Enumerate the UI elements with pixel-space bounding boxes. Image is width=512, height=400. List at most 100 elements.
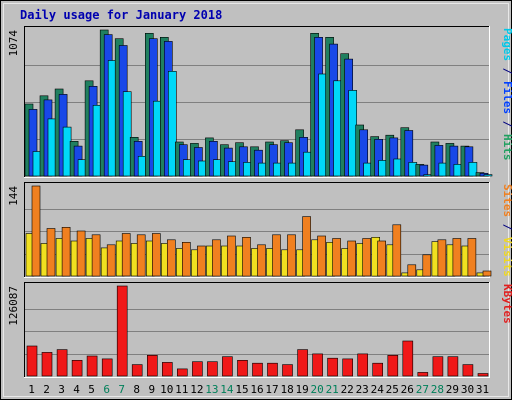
bar-kbytes-day-31 — [477, 373, 489, 377]
bar-sites-day-12 — [197, 245, 206, 277]
bar-kbytes-day-4 — [71, 359, 83, 377]
bar-kbytes-day-16 — [252, 362, 263, 377]
x-label-day-1: 1 — [28, 383, 35, 396]
bar-kbytes-day-11 — [177, 368, 188, 377]
x-axis-labels: 1 2 3 4 5 6 7 8 9 10 11 12 13 14 15 16 17 18 19 20 21 22 23 24 2… — [28, 383, 489, 396]
x-label-day-27: 27 — [416, 383, 429, 396]
x-label-day-7: 7 — [118, 383, 125, 396]
x-label-day-20: 20 — [310, 383, 323, 396]
bar-pages-day-21 — [333, 80, 342, 177]
bar-sites-day-24 — [377, 240, 387, 277]
bar-sites-day-25 — [392, 224, 402, 277]
x-label-day-19: 19 — [295, 383, 308, 396]
x-label-day-14: 14 — [220, 383, 234, 396]
bar-sites-day-16 — [257, 244, 266, 277]
x-label-day-16: 16 — [250, 383, 263, 396]
x-label-day-31: 31 — [476, 383, 489, 396]
legend-part: Files — [501, 81, 512, 114]
bar-kbytes-day-26 — [402, 340, 414, 377]
bar-kbytes-day-5 — [86, 355, 98, 377]
bar-sites-day-10 — [167, 239, 176, 277]
bar-kbytes-day-24 — [372, 362, 384, 377]
x-label-day-2: 2 — [43, 383, 50, 396]
bar-kbytes-day-13 — [207, 361, 218, 377]
x-label-day-25: 25 — [386, 383, 399, 396]
bar-kbytes-day-15 — [237, 359, 248, 377]
bar-sites-day-11 — [182, 242, 191, 277]
x-label-day-26: 26 — [401, 383, 414, 396]
bar-sites-day-31 — [482, 270, 492, 277]
x-label-day-15: 15 — [235, 383, 248, 396]
legend-part: Hits — [501, 134, 512, 161]
x-label-day-6: 6 — [103, 383, 110, 396]
bar-pages-day-8 — [137, 156, 147, 177]
bar-sites-day-6 — [106, 244, 116, 277]
bar-kbytes-day-25 — [387, 354, 399, 377]
bar-sites-day-29 — [452, 238, 462, 277]
y-max-label: 126087 — [7, 286, 20, 326]
legend-part: / — [501, 217, 512, 237]
x-label-day-12: 12 — [190, 383, 203, 396]
bar-kbytes-day-2 — [41, 352, 53, 377]
bar-sites-day-4 — [76, 230, 86, 277]
bar-pages-day-10 — [168, 71, 177, 177]
bar-pages-day-30 — [468, 162, 478, 177]
bar-pages-day-27 — [423, 174, 433, 177]
bar-sites-day-9 — [152, 233, 161, 277]
bar-kbytes-day-19 — [297, 349, 308, 377]
y-max-label: 1074 — [7, 30, 20, 57]
bar-kbytes-day-23 — [357, 353, 369, 377]
bar-kbytes-day-22 — [342, 358, 354, 377]
chart-title: Daily usage for January 2018 — [20, 8, 222, 22]
bar-sites-day-7 — [121, 233, 131, 277]
x-label-day-3: 3 — [58, 383, 65, 396]
bar-sites-day-21 — [332, 238, 341, 277]
y-max-label: 144 — [7, 186, 20, 206]
bar-sites-day-27 — [422, 254, 432, 277]
x-label-day-8: 8 — [133, 383, 140, 396]
x-label-day-4: 4 — [73, 383, 80, 396]
x-label-day-17: 17 — [265, 383, 278, 396]
x-label-day-21: 21 — [326, 383, 339, 396]
bar-kbytes-day-1 — [26, 345, 38, 377]
bar-sites-day-17 — [272, 234, 281, 277]
legend-part: Pages — [501, 28, 512, 61]
bar-sites-day-1 — [31, 185, 41, 277]
x-label-day-30: 30 — [461, 383, 474, 396]
series-legend-label: Pages / Files / Hits — [501, 28, 512, 161]
bar-sites-day-23 — [362, 238, 372, 277]
legend-part: / — [501, 61, 512, 81]
legend-part: KBytes — [501, 284, 512, 324]
bar-sites-day-2 — [46, 228, 56, 277]
bar-pages-day-18 — [288, 162, 297, 177]
x-label-day-22: 22 — [341, 383, 354, 396]
bar-pages-day-7 — [122, 91, 132, 177]
bar-sites-day-8 — [136, 234, 146, 277]
bar-sites-day-14 — [227, 235, 236, 277]
bar-kbytes-day-3 — [56, 349, 68, 377]
bar-sites-day-26 — [407, 264, 417, 277]
bar-kbytes-day-28 — [432, 356, 444, 377]
bar-kbytes-day-8 — [131, 364, 143, 377]
bar-kbytes-day-12 — [192, 361, 203, 377]
bar-kbytes-day-27 — [417, 372, 429, 377]
bar-sites-day-15 — [242, 237, 251, 277]
x-label-day-18: 18 — [280, 383, 293, 396]
bar-kbytes-day-30 — [462, 364, 474, 377]
x-label-day-24: 24 — [371, 383, 385, 396]
bar-sites-day-13 — [212, 239, 221, 277]
bar-pages-day-31 — [483, 174, 493, 177]
bar-kbytes-day-14 — [222, 356, 233, 377]
legend-part: / — [501, 114, 512, 134]
bar-sites-day-18 — [287, 234, 296, 277]
bar-kbytes-day-17 — [267, 362, 278, 377]
bar-sites-day-3 — [61, 227, 71, 277]
legend-part: Sites — [501, 184, 512, 217]
bar-sites-day-19 — [302, 216, 311, 277]
x-label-day-10: 10 — [160, 383, 173, 396]
bar-kbytes-day-21 — [327, 357, 338, 377]
series-legend-label: KBytes — [501, 284, 512, 324]
bar-kbytes-day-7 — [116, 285, 128, 377]
bar-kbytes-day-18 — [282, 364, 293, 377]
